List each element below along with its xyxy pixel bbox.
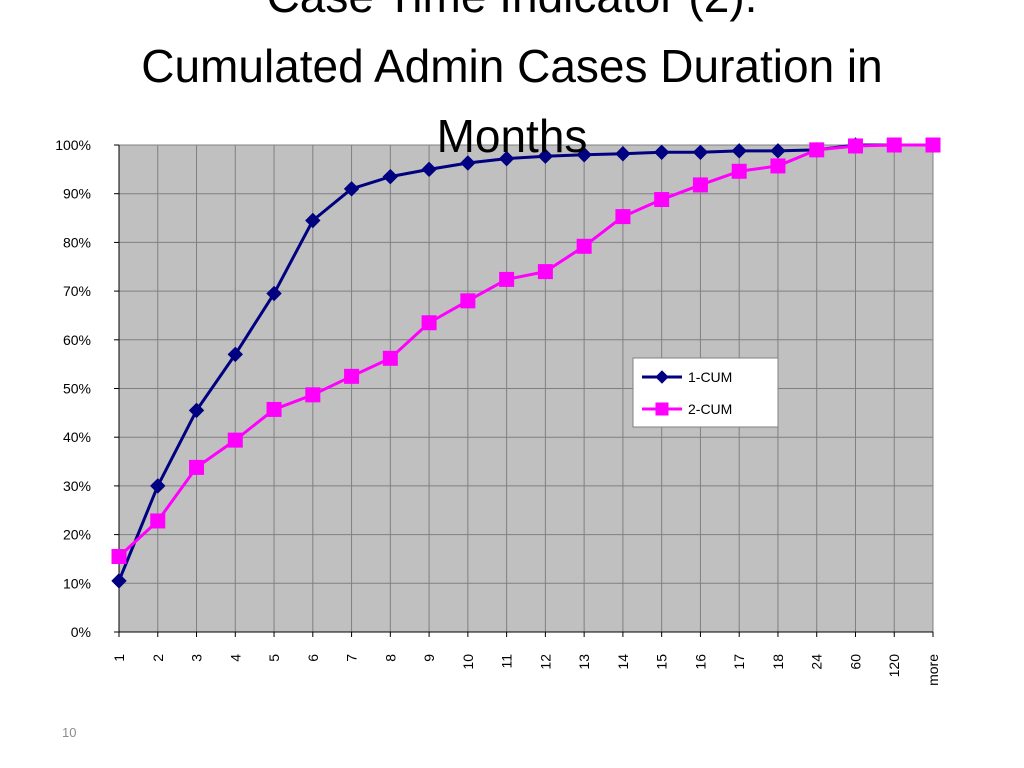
- data-point-diamond: [498, 150, 515, 167]
- data-point-diamond: [421, 161, 437, 178]
- data-point-diamond: [343, 181, 360, 197]
- y-tick-label: 60%: [63, 332, 91, 348]
- data-point-square: [189, 459, 205, 475]
- y-axis-tick-labels: 0% 10% 20% 30% 40% 50% 60% 70% 80% 90% 100%: [55, 137, 91, 640]
- data-point-diamond: [188, 402, 205, 419]
- data-point-square: [266, 401, 282, 417]
- data-point-square: [382, 350, 398, 366]
- x-tick-label: 12: [537, 654, 553, 670]
- y-tick-label: 100%: [55, 137, 91, 153]
- x-tick-label: more: [925, 654, 941, 686]
- legend-marker: [655, 402, 669, 416]
- x-tick-label: 7: [344, 654, 360, 662]
- series-line: [117, 143, 933, 582]
- data-point-diamond: [731, 143, 747, 159]
- data-point-diamond: [576, 147, 592, 163]
- data-point-square: [654, 192, 670, 208]
- data-point-square: [925, 137, 941, 153]
- y-tick-label: 30%: [63, 478, 91, 494]
- x-tick-label: 17: [731, 654, 747, 670]
- data-point-square: [886, 137, 902, 153]
- data-point-diamond: [770, 143, 786, 159]
- x-tick-label: 8: [382, 654, 398, 662]
- data-point-square: [499, 271, 515, 287]
- legend-entry: 1-CUM: [642, 369, 732, 385]
- x-tick-label: 13: [576, 654, 592, 670]
- y-tick-label: 20%: [63, 527, 91, 543]
- data-point-diamond: [615, 146, 631, 162]
- x-tick-label: 14: [615, 654, 631, 670]
- x-tick-label: 2: [150, 654, 166, 662]
- data-point-square: [731, 163, 747, 179]
- x-tick-label: 1: [111, 654, 127, 662]
- data-point-diamond: [692, 144, 709, 161]
- data-series: [111, 137, 941, 589]
- legend-marker: [655, 370, 669, 384]
- data-point-square: [847, 138, 863, 154]
- series-2-CUM: [111, 137, 941, 565]
- data-point-diamond: [111, 573, 127, 589]
- page-number: 10: [62, 725, 77, 740]
- data-point-square: [537, 264, 553, 280]
- x-tick-label: 6: [305, 654, 321, 662]
- series-line: [117, 143, 933, 558]
- x-tick-label: 60: [847, 654, 863, 670]
- data-point-square: [576, 238, 592, 254]
- data-point-square: [615, 209, 631, 225]
- x-axis-tick-labels: 1 2 3 4 5 6 7 8 9 10 11 12 13 14 15 16 17 18 24 60 120 more: [111, 654, 941, 686]
- data-point-square: [305, 387, 321, 403]
- x-tick-label: 3: [189, 654, 205, 662]
- data-point-diamond: [537, 148, 554, 164]
- x-tick-label: 5: [266, 654, 282, 662]
- data-point-diamond: [382, 168, 399, 185]
- x-tick-label: 15: [654, 654, 670, 670]
- y-tick-label: 90%: [63, 186, 91, 202]
- data-point-diamond: [460, 155, 476, 171]
- data-point-diamond: [266, 285, 282, 302]
- y-tick-label: 50%: [63, 381, 91, 397]
- y-tick-label: 10%: [63, 575, 91, 591]
- y-tick-label: 40%: [63, 429, 91, 445]
- y-tick-label: 80%: [63, 234, 91, 250]
- data-point-square: [150, 513, 166, 529]
- data-point-diamond: [150, 478, 166, 494]
- data-point-square: [344, 368, 360, 384]
- legend-label: 2-CUM: [688, 401, 732, 417]
- data-point-square: [809, 142, 825, 158]
- x-tick-label: 120: [886, 654, 902, 678]
- data-point-square: [421, 315, 437, 331]
- x-tick-label: 18: [770, 654, 786, 670]
- x-tick-label: 4: [227, 654, 243, 662]
- data-point-diamond: [305, 212, 321, 229]
- data-point-diamond: [227, 346, 243, 363]
- slide-title-line-1: Case Time Indicator (2):: [0, 0, 1024, 22]
- series-1-CUM: [111, 137, 941, 589]
- x-tick-label: 16: [692, 654, 708, 670]
- y-tick-label: 0%: [71, 624, 91, 640]
- data-point-square: [111, 549, 127, 565]
- slide-title-line-3: Months: [436, 110, 588, 162]
- data-point-square: [227, 432, 243, 448]
- legend: 1-CUM 2-CUM: [632, 357, 779, 428]
- legend-label: 1-CUM: [688, 369, 732, 385]
- data-point-square: [692, 177, 708, 193]
- x-tick-label: 9: [421, 654, 437, 662]
- x-tick-label: 24: [809, 654, 825, 670]
- data-point-square: [770, 158, 786, 174]
- data-point-square: [460, 293, 476, 309]
- slide-title-line-2: Cumulated Admin Cases Duration in: [141, 40, 883, 92]
- data-point-diamond: [653, 144, 670, 161]
- x-tick-label: 11: [499, 654, 515, 669]
- legend-entry: 2-CUM: [642, 401, 732, 417]
- x-tick-label: 10: [460, 654, 476, 670]
- y-tick-label: 70%: [63, 283, 91, 299]
